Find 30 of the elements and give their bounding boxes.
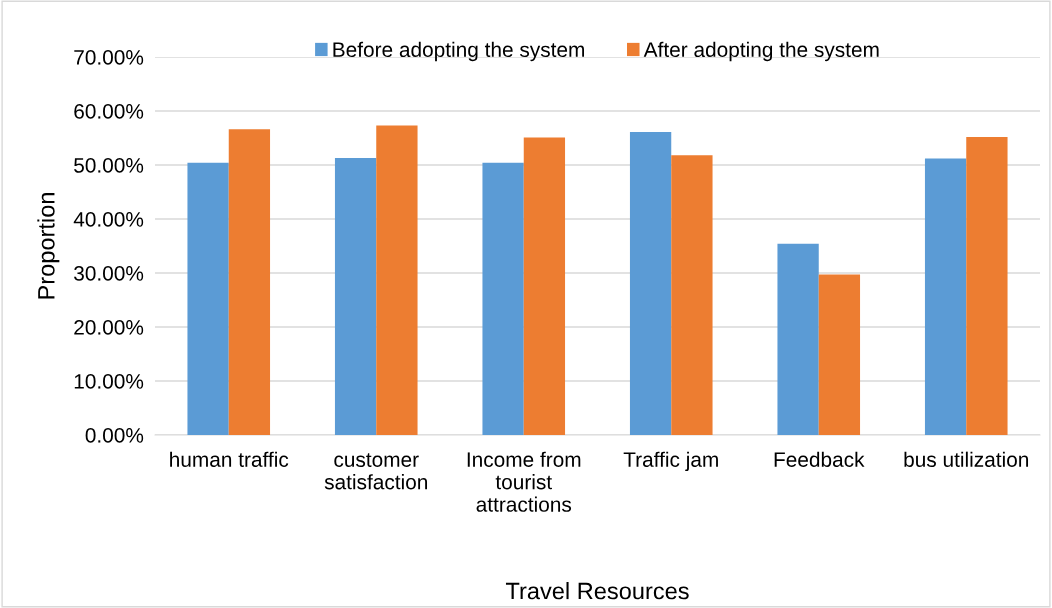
y-tick-label: 70.00% <box>74 50 144 65</box>
bar <box>629 132 672 435</box>
bar <box>334 157 377 435</box>
bar <box>523 137 566 435</box>
bar <box>777 243 819 435</box>
y-axis-title: Proportion <box>37 193 60 299</box>
x-tick-label: customer satisfaction <box>324 453 428 490</box>
bar <box>671 155 713 435</box>
bar <box>966 136 1008 435</box>
bar <box>482 162 524 435</box>
x-tick-label: bus utilization <box>904 451 1029 467</box>
bar <box>228 129 271 435</box>
x-axis-title: Travel Resources <box>505 582 689 600</box>
y-tick-label: 0.00% <box>85 428 144 443</box>
y-tick-label: 30.00% <box>74 266 144 281</box>
bar <box>818 274 861 435</box>
x-tick-label: Income from tourist attractions <box>467 451 581 512</box>
bar <box>187 162 229 435</box>
x-tick-label: Feedback <box>774 451 865 467</box>
y-tick-label: 20.00% <box>74 320 144 335</box>
x-tick-label: human traffic <box>170 451 289 467</box>
y-tick-label: 40.00% <box>73 212 144 227</box>
legend-label: After adopting the system <box>643 41 879 62</box>
bar <box>376 125 418 435</box>
bar <box>924 158 967 435</box>
y-tick-label: 10.00% <box>74 374 144 389</box>
x-tick-label: Traffic jam <box>623 451 718 472</box>
y-tick-label: 60.00% <box>74 104 144 119</box>
y-tick-label: 50.00% <box>74 158 144 173</box>
legend-label: Before adopting the system <box>333 41 584 62</box>
